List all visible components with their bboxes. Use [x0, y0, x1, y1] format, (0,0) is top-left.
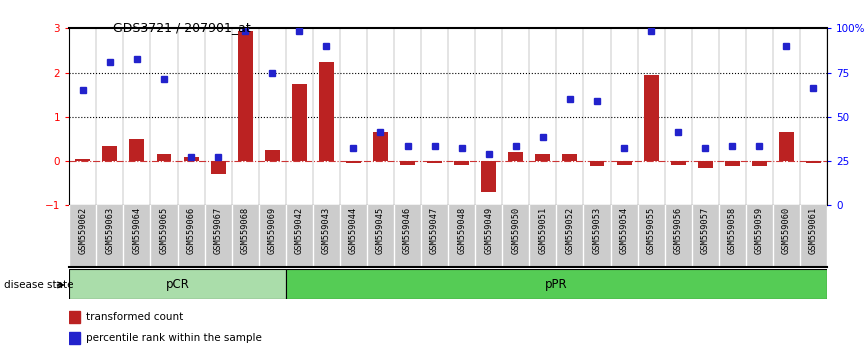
- Text: disease state: disease state: [4, 280, 74, 290]
- Bar: [725, 161, 740, 166]
- Bar: [319, 62, 333, 161]
- Text: percentile rank within the sample: percentile rank within the sample: [87, 333, 262, 343]
- Bar: [373, 132, 388, 161]
- Bar: [69, 269, 286, 299]
- Bar: [400, 161, 415, 165]
- Bar: [157, 154, 171, 161]
- Bar: [210, 161, 225, 175]
- Text: GSM559060: GSM559060: [782, 207, 791, 255]
- Bar: [238, 30, 253, 161]
- Text: GSM559054: GSM559054: [619, 207, 629, 255]
- Bar: [265, 150, 280, 161]
- Text: GDS3721 / 207901_at: GDS3721 / 207901_at: [113, 21, 250, 34]
- Text: GSM559044: GSM559044: [349, 207, 358, 255]
- Text: GSM559062: GSM559062: [78, 207, 87, 255]
- Text: GSM559052: GSM559052: [565, 207, 574, 255]
- Text: GSM559053: GSM559053: [592, 207, 602, 255]
- Bar: [75, 159, 90, 161]
- Bar: [698, 161, 713, 168]
- Text: GSM559043: GSM559043: [322, 207, 331, 255]
- Text: GSM559064: GSM559064: [132, 207, 141, 255]
- Text: GSM559055: GSM559055: [647, 207, 656, 255]
- Text: GSM559057: GSM559057: [701, 207, 710, 255]
- Bar: [455, 161, 469, 166]
- Text: GSM559056: GSM559056: [674, 207, 682, 255]
- Text: GSM559066: GSM559066: [186, 207, 196, 255]
- Bar: [427, 161, 442, 163]
- Bar: [102, 145, 117, 161]
- Text: GSM559068: GSM559068: [241, 207, 249, 255]
- Bar: [184, 156, 198, 161]
- Bar: [286, 269, 827, 299]
- Text: pCR: pCR: [165, 278, 190, 291]
- Bar: [69, 332, 80, 343]
- Text: GSM559069: GSM559069: [268, 207, 277, 255]
- Bar: [590, 161, 604, 166]
- Text: GSM559058: GSM559058: [727, 207, 737, 255]
- Text: GSM559063: GSM559063: [106, 207, 114, 255]
- Bar: [617, 161, 631, 166]
- Text: transformed count: transformed count: [87, 312, 184, 322]
- Text: GSM559051: GSM559051: [539, 207, 547, 255]
- Text: GSM559050: GSM559050: [511, 207, 520, 255]
- Bar: [292, 84, 307, 161]
- Text: GSM559065: GSM559065: [159, 207, 169, 255]
- Bar: [130, 139, 145, 161]
- Text: GSM559067: GSM559067: [214, 207, 223, 255]
- Text: GSM559045: GSM559045: [376, 207, 385, 255]
- Bar: [535, 154, 550, 161]
- Bar: [508, 152, 523, 161]
- Bar: [643, 75, 658, 161]
- Bar: [806, 161, 821, 163]
- Bar: [671, 161, 686, 166]
- Text: GSM559059: GSM559059: [755, 207, 764, 255]
- Bar: [481, 161, 496, 192]
- Text: GSM559061: GSM559061: [809, 207, 818, 255]
- Bar: [346, 161, 361, 163]
- Text: GSM559048: GSM559048: [457, 207, 466, 255]
- Text: pPR: pPR: [545, 278, 568, 291]
- Bar: [563, 154, 578, 161]
- Text: GSM559042: GSM559042: [294, 207, 304, 255]
- Text: GSM559047: GSM559047: [430, 207, 439, 255]
- Bar: [779, 132, 794, 161]
- Text: GSM559049: GSM559049: [484, 207, 494, 255]
- Bar: [752, 161, 766, 166]
- Bar: [69, 312, 80, 323]
- Text: GSM559046: GSM559046: [403, 207, 412, 255]
